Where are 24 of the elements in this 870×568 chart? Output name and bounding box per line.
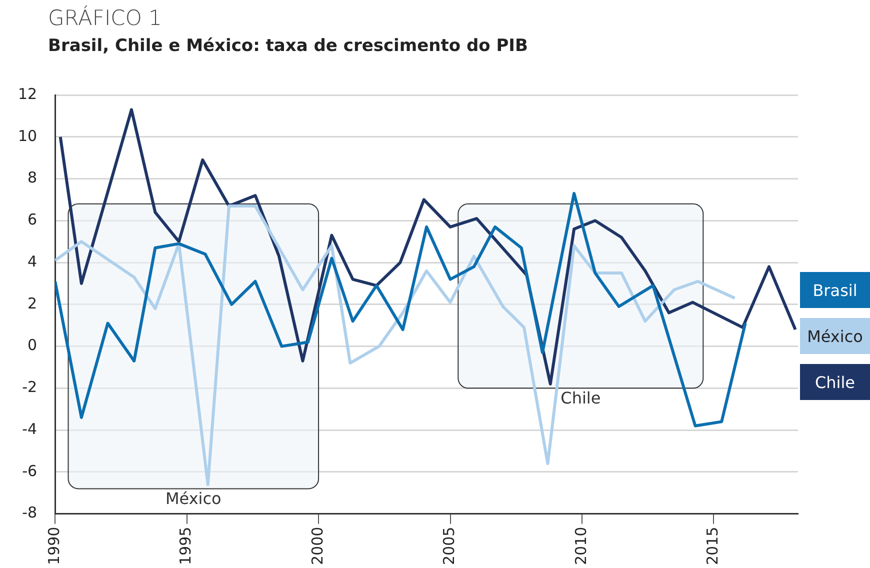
y-tick-label: -8 [22,504,38,522]
x-tick-label: 2015 [704,526,722,566]
chart-title: GRÁFICO 1 [48,6,162,30]
y-tick-label: 12 [18,84,38,103]
y-tick-label: -4 [22,420,38,438]
x-tick-label: 2005 [440,526,458,566]
y-tick-label: -2 [22,378,38,396]
chart-subtitle: Brasil, Chile e México: taxa de crescimento do PIB [48,36,528,56]
y-tick-label: 10 [18,126,38,145]
x-tick-label: 2000 [308,526,326,566]
y-tick-label: 0 [28,336,38,354]
y-tick-label: 8 [28,168,38,187]
x-tick-label: 2010 [572,526,590,566]
y-tick-label: 4 [28,252,38,270]
text: Chile [800,364,870,400]
band-label: México [165,488,222,508]
y-tick-label: 6 [28,210,38,229]
y-tick-label: -6 [22,462,38,480]
text: México [800,318,870,354]
x-tick-label: 1995 [176,526,195,566]
y-tick-label: 2 [28,294,38,312]
band-label: Chile [560,388,601,408]
text: Brasil [800,272,870,308]
x-tick-label: 1990 [44,526,63,566]
